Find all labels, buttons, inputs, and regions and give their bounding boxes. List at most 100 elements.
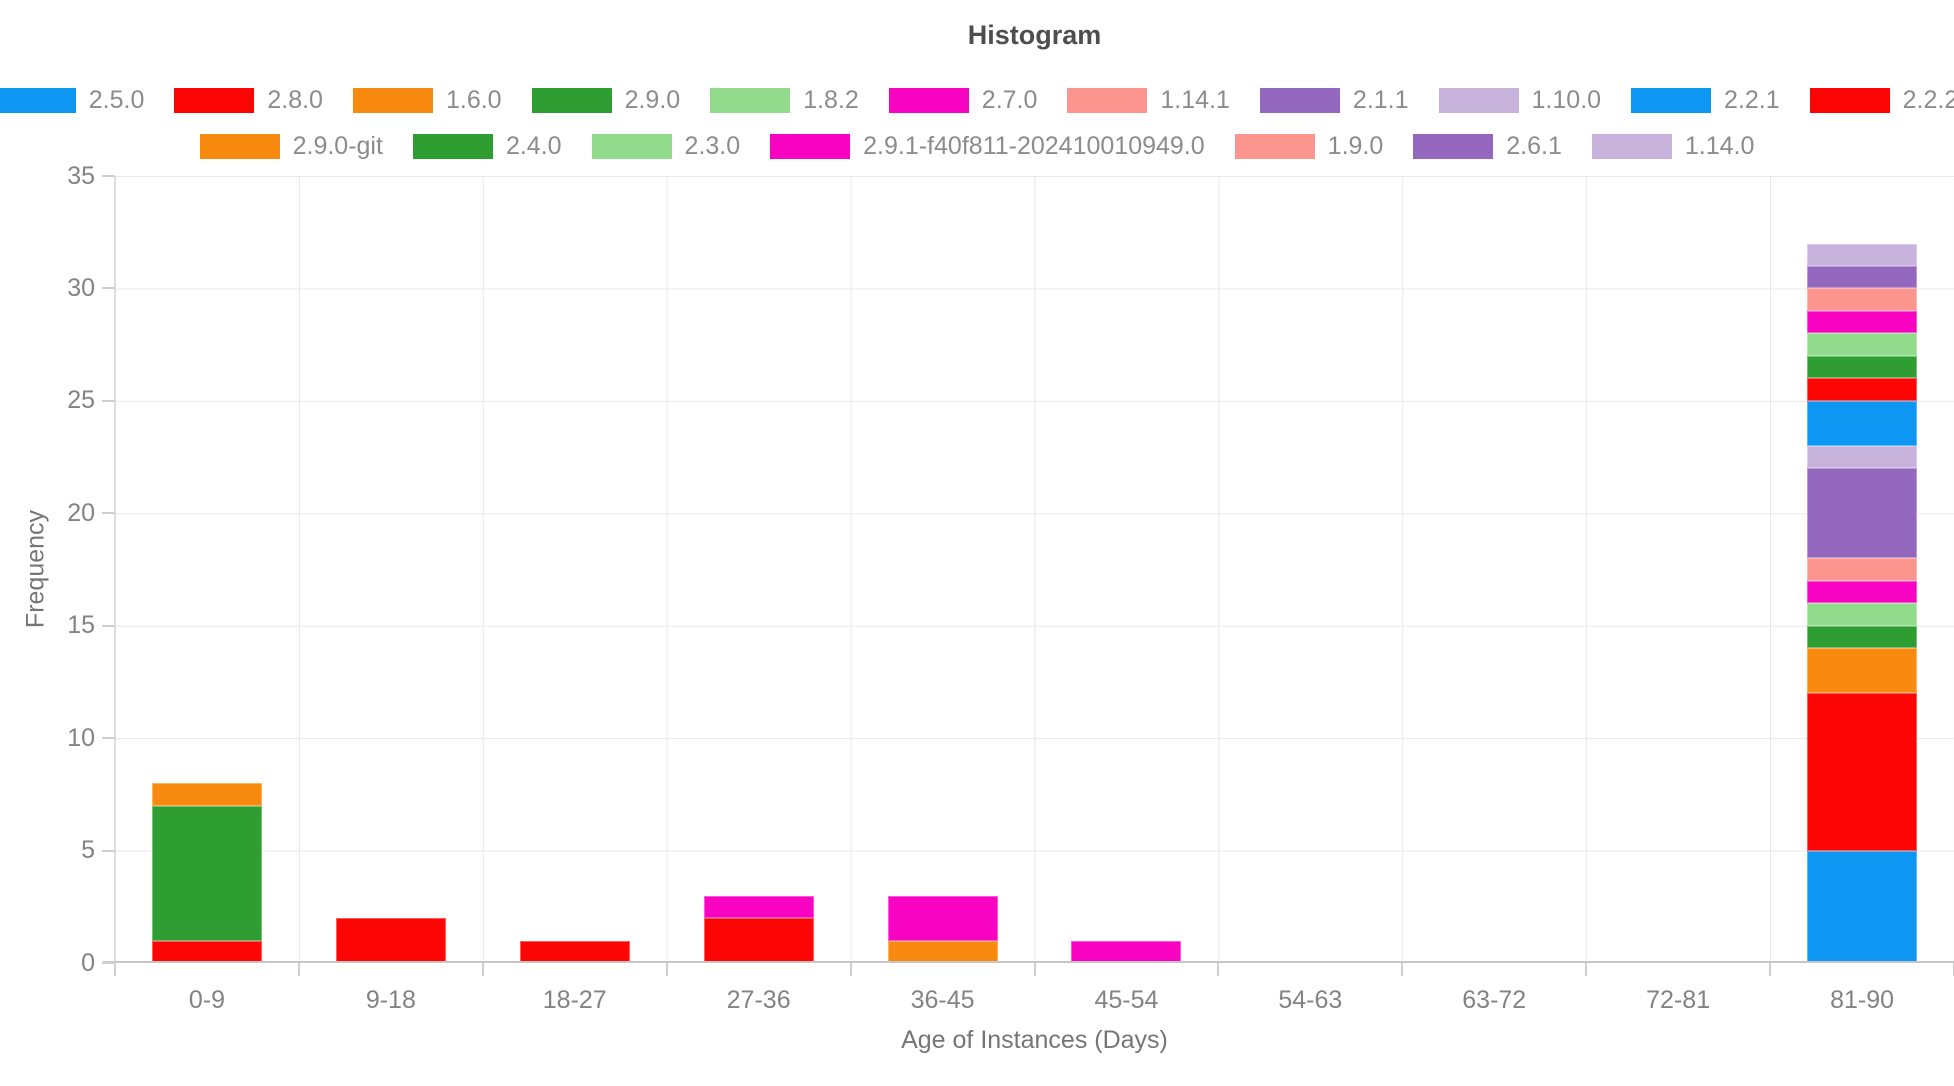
x-tick-mark xyxy=(1585,963,1588,976)
legend-swatch xyxy=(1259,88,1340,113)
bar-stack-0-9 xyxy=(151,783,262,963)
bar-segment-27-36-2.8.0 xyxy=(703,918,814,963)
x-tick-mark xyxy=(849,963,852,976)
y-tick-label: 10 xyxy=(67,723,95,752)
y-tick-mark xyxy=(102,175,115,177)
legend-item-1.10.0[interactable]: 1.10.0 xyxy=(1438,86,1602,115)
legend-item-2.1.1[interactable]: 2.1.1 xyxy=(1259,86,1409,115)
bar-segment-81-90-2.3.0 xyxy=(1807,333,1918,356)
x-tick-label: 54-63 xyxy=(1278,986,1343,1014)
bar-stack-18-27 xyxy=(519,940,630,963)
x-tick-label: 9-18 xyxy=(365,986,416,1014)
legend-item-2.8.0[interactable]: 2.8.0 xyxy=(174,86,323,115)
bar-segment-36-45-2.7.0 xyxy=(887,895,998,941)
legend-label: 2.2.2 xyxy=(1902,86,1954,114)
legend-item-2.6.1[interactable]: 2.6.1 xyxy=(1413,132,1562,161)
y-tick-label: 20 xyxy=(67,498,95,527)
bar-stack-27-36 xyxy=(703,895,814,963)
x-tick-label: 0-9 xyxy=(188,986,226,1014)
legend-swatch xyxy=(888,88,969,113)
legend-item-2.4.0[interactable]: 2.4.0 xyxy=(412,132,562,161)
legend-item-2.2.2[interactable]: 2.2.2 xyxy=(1809,86,1954,115)
legend-label: 2.3.0 xyxy=(684,132,741,160)
y-tick-mark xyxy=(102,962,115,964)
x-axis-title: Age of Instances (Days) xyxy=(901,1026,1168,1054)
legend-row-1: 2.5.0 2.8.0 1.6.0 2.9.0 1.8.2 2.7.0 1.14.1 2.1.… xyxy=(0,86,1954,115)
legend-label: 2.6.1 xyxy=(1506,132,1562,160)
y-tick-mark xyxy=(102,287,115,290)
x-tick-mark xyxy=(481,963,484,976)
bar-segment-18-27-2.8.0 xyxy=(519,940,630,963)
x-tick-mark xyxy=(665,963,668,976)
legend-swatch xyxy=(174,88,255,113)
x-tick-mark xyxy=(114,963,116,976)
x-tick-mark xyxy=(1217,963,1220,976)
bar-segment-81-90-2.7.0 xyxy=(1807,580,1918,604)
legend-item-2.9.0[interactable]: 2.9.0 xyxy=(531,86,681,115)
legend-item-1.14.0[interactable]: 1.14.0 xyxy=(1591,132,1755,161)
legend-label: 2.9.0 xyxy=(624,86,681,114)
legend-item-1.8.2[interactable]: 1.8.2 xyxy=(710,86,859,115)
legend-item-1.14.1[interactable]: 1.14.1 xyxy=(1067,86,1230,115)
chart-title: Histogram xyxy=(967,20,1102,50)
legend-swatch xyxy=(591,134,672,159)
y-axis-title: Frequency xyxy=(21,509,50,629)
legend-label: 1.6.0 xyxy=(445,86,502,114)
bar-segment-0-9-2.9.0 xyxy=(151,805,262,941)
legend-item-2.9.1-f40f811-202410010949.0[interactable]: 2.9.1-f40f811-202410010949.0 xyxy=(770,132,1205,161)
legend-swatch xyxy=(1413,134,1494,159)
bar-stack-9-18 xyxy=(335,918,446,963)
legend-item-2.7.0[interactable]: 2.7.0 xyxy=(888,86,1038,115)
legend-swatch xyxy=(1067,88,1148,113)
legend-item-2.3.0[interactable]: 2.3.0 xyxy=(591,132,741,161)
bar-segment-0-9-2.9.0-git xyxy=(151,783,262,806)
bar-segment-81-90-2.2.1 xyxy=(1807,400,1918,446)
legend-item-2.5.0[interactable]: 2.5.0 xyxy=(0,86,144,115)
legend-swatch xyxy=(412,134,493,159)
y-tick-mark xyxy=(102,512,115,515)
y-tick-label: 25 xyxy=(67,386,95,415)
legend-label: 2.1.1 xyxy=(1352,86,1409,114)
legend-swatch xyxy=(1631,88,1712,113)
bar-segment-81-90-1.6.0 xyxy=(1807,648,1918,694)
legend-item-1.6.0[interactable]: 1.6.0 xyxy=(352,86,502,115)
x-tick-mark xyxy=(297,963,300,976)
x-tick-label: 27-36 xyxy=(726,986,791,1014)
legend-item-2.2.1[interactable]: 2.2.1 xyxy=(1631,86,1780,115)
bar-segment-81-90-2.5.0 xyxy=(1807,850,1918,963)
bar-segment-81-90-2.4.0 xyxy=(1807,355,1918,379)
bar-segment-81-90-2.8.0 xyxy=(1807,693,1918,851)
legend-label: 1.10.0 xyxy=(1531,86,1602,114)
legend: 2.5.0 2.8.0 1.6.0 2.9.0 1.8.2 2.7.0 1.14.1 2.1.… xyxy=(0,86,1954,178)
bar-segment-45-54-2.7.0 xyxy=(1071,940,1182,963)
legend-item-1.9.0[interactable]: 1.9.0 xyxy=(1234,132,1384,161)
legend-label: 1.14.0 xyxy=(1684,132,1755,160)
legend-label: 2.7.0 xyxy=(981,86,1038,114)
y-tick-mark xyxy=(102,849,115,852)
bar-segment-81-90-2.6.1 xyxy=(1807,265,1918,289)
legend-swatch xyxy=(770,134,851,159)
x-tick-label: 63-72 xyxy=(1462,986,1527,1014)
legend-label: 2.2.1 xyxy=(1724,86,1780,114)
x-tick-label: 18-27 xyxy=(542,986,607,1014)
y-tick-label: 0 xyxy=(81,948,95,977)
bar-stack-36-45 xyxy=(887,895,998,963)
bar-segment-81-90-1.14.0 xyxy=(1807,243,1918,266)
y-tick-label: 15 xyxy=(67,611,95,640)
bar-segment-81-90-2.9.0 xyxy=(1807,625,1918,649)
legend-swatch xyxy=(1809,88,1890,113)
y-axis-line xyxy=(114,176,116,963)
legend-swatch xyxy=(531,88,612,113)
y-tick-label: 35 xyxy=(67,161,95,190)
bar-segment-9-18-2.8.0 xyxy=(335,918,446,963)
bar-segment-36-45-1.6.0 xyxy=(887,940,998,963)
legend-item-2.9.0-git[interactable]: 2.9.0-git xyxy=(199,132,383,161)
bar-segment-81-90-2.9.1-f40f811-202410010949.0 xyxy=(1807,310,1918,334)
y-tick-mark xyxy=(102,399,115,402)
bar-segment-81-90-2.1.1 xyxy=(1807,468,1918,559)
bar-segment-81-90-2.2.2 xyxy=(1807,378,1918,401)
legend-swatch xyxy=(1591,134,1672,159)
legend-label: 2.9.1-f40f811-202410010949.0 xyxy=(863,132,1205,160)
legend-label: 1.9.0 xyxy=(1327,132,1384,160)
